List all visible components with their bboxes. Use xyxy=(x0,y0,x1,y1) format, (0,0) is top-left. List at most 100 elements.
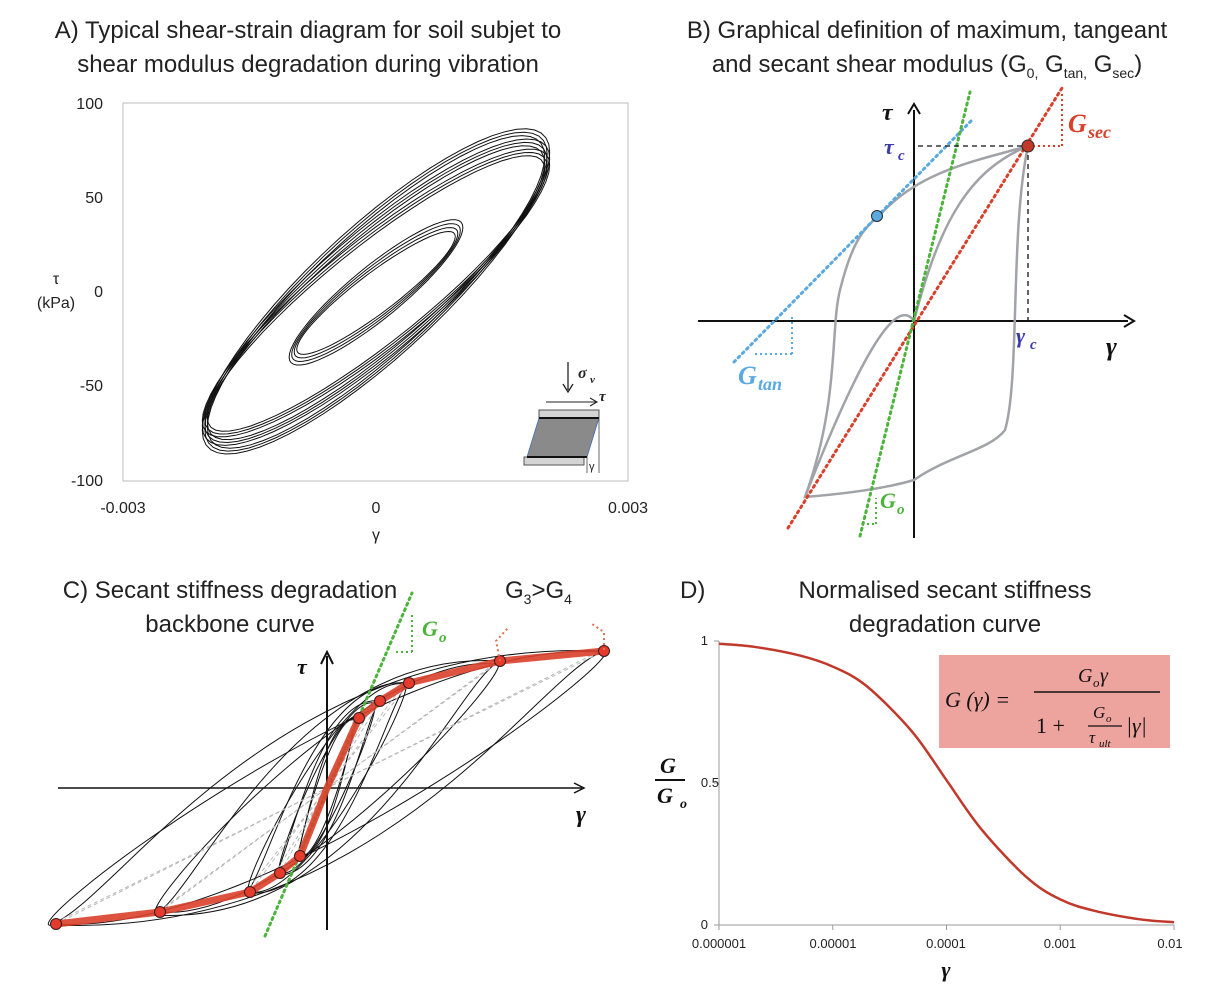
panel-d-xlabel: γ xyxy=(941,957,951,982)
inset-gamma-label: γ xyxy=(589,461,595,473)
backbone-marker xyxy=(154,906,166,918)
g-o-symbol: G xyxy=(880,488,896,513)
panel-d-ylabel-denominator: G xyxy=(657,783,673,808)
secant-line xyxy=(153,660,501,916)
panel-b-diagram: τ τ c γ c γ G sec G tan G o xyxy=(698,86,1136,538)
g3-bracket xyxy=(494,627,509,662)
panel-a-ytick: 0 xyxy=(94,284,103,301)
panel-b-title-text: and secant shear modulus (G xyxy=(711,51,1027,78)
panel-a-title-line1: A) Typical shear-strain diagram for soil… xyxy=(54,17,562,44)
panel-d-ylabel-numerator: G xyxy=(660,753,676,778)
tangent-modulus-line xyxy=(732,118,974,364)
g4-bracket xyxy=(591,623,605,650)
hysteresis-loop xyxy=(204,151,548,435)
panel-a-loops xyxy=(201,128,551,455)
initial-modulus-line xyxy=(858,90,972,538)
panel-b-gamma-label: γ xyxy=(1106,332,1117,361)
degradation-curve xyxy=(718,642,1175,924)
panel-d-chart: 1 0.5 0 0.000001 0.00001 0.0001 0.001 0.… xyxy=(655,633,1183,982)
tau-c-symbol: τ xyxy=(884,134,895,159)
secant-point-marker xyxy=(1021,139,1035,153)
panel-c-markers xyxy=(50,645,610,930)
backbone-curve xyxy=(52,647,608,928)
backbone-marker xyxy=(50,918,62,930)
formula: G (γ) = G o γ 1 + G o τ ult |γ| xyxy=(945,665,1160,750)
panel-a-title-line2: shear modulus degradation during vibrati… xyxy=(77,51,539,78)
hysteresis-loop xyxy=(206,155,546,432)
panel-d-title-line2: Normalised secant stiffness xyxy=(798,577,1092,604)
g-tan-symbol: G xyxy=(738,361,757,390)
panel-d-xtick: 0.00001 xyxy=(810,936,857,951)
panel-d-xtick: 0.0001 xyxy=(926,936,966,951)
gamma-c-symbol: γ xyxy=(1016,323,1026,348)
tau-c-sub: c xyxy=(898,148,905,164)
formula-den-tail: |γ| xyxy=(1126,713,1147,738)
inset-sigma-sub: v xyxy=(590,374,595,386)
panel-b-title-sub2: sec xyxy=(1112,64,1135,81)
panel-d-xtick: 0.000001 xyxy=(692,936,746,951)
panel-c-diagram: τ γ G o xyxy=(47,591,610,938)
panel-c-g-o-sub: o xyxy=(439,630,447,646)
hysteresis-loop xyxy=(206,135,546,449)
panel-b-title-sub0: 0, xyxy=(1026,64,1039,81)
panel-b-title-line1: B) Graphical definition of maximum, tang… xyxy=(686,17,1168,44)
panel-b-backbone-right xyxy=(912,144,1029,322)
panel-d-xtick: 0.001 xyxy=(1044,936,1077,951)
ratio-g: G xyxy=(505,577,524,604)
hysteresis-loop xyxy=(293,227,459,359)
backbone-marker xyxy=(244,886,256,898)
panel-d-xtick: 0.01 xyxy=(1157,936,1182,951)
panel-d-title-line3: degradation curve xyxy=(848,611,1042,638)
hysteresis-loop xyxy=(204,141,548,444)
panel-c-g-o-symbol: G xyxy=(422,616,438,641)
panel-b-title-sub1: tan, xyxy=(1063,64,1088,81)
panel-b-title-line2: and secant shear modulus (G0, Gtan, Gsec… xyxy=(640,48,1214,90)
panel-d-ytick: 0 xyxy=(701,917,708,932)
panel-d-ytick: 1 xyxy=(701,633,708,648)
secant-modulus-line xyxy=(786,86,1064,530)
ratio-sub2: 4 xyxy=(564,590,572,607)
gamma-c-sub: c xyxy=(1030,337,1037,353)
panel-b-title-mid2: G xyxy=(1087,51,1113,78)
panel-a-ytick: 50 xyxy=(85,190,103,207)
panel-c-tau-label: τ xyxy=(297,654,308,679)
backbone-marker xyxy=(374,695,386,707)
panel-a-ylabel-unit: (kPa) xyxy=(37,295,75,312)
formula-num-g: G xyxy=(1078,665,1093,687)
g-sec-symbol: G xyxy=(1068,109,1087,138)
formula-num-tail: γ xyxy=(1100,665,1109,687)
panel-b-tau-label: τ xyxy=(882,100,894,126)
shear-box-inset: σ v τ γ xyxy=(523,362,607,473)
backbone-marker xyxy=(294,850,306,862)
panel-c-gamma-label: γ xyxy=(576,802,586,828)
panel-a-xtick: 0 xyxy=(372,500,381,517)
backbone-marker xyxy=(598,645,610,657)
panel-b-title: B) Graphical definition of maximum, tang… xyxy=(640,14,1214,90)
hysteresis-loop xyxy=(201,128,551,455)
panel-a-title: A) Typical shear-strain diagram for soil… xyxy=(18,14,598,82)
formula-frac-num: G xyxy=(1093,703,1105,722)
formula-box xyxy=(939,655,1170,748)
panel-a-ytick: -50 xyxy=(80,378,103,395)
panel-a-xlabel: γ xyxy=(372,527,380,544)
hysteresis-loop xyxy=(206,145,546,441)
backbone-marker xyxy=(353,712,365,724)
formula-lhs: G (γ) = xyxy=(945,687,1010,712)
secant-line xyxy=(159,663,495,913)
panel-b-backbone-left xyxy=(803,313,916,498)
panel-a-plot-frame xyxy=(122,102,629,482)
panel-d-label: D) xyxy=(680,577,706,604)
panel-d-title: Normalised secant stiffness degradation … xyxy=(750,574,1140,642)
ratio-mid: >G xyxy=(531,577,565,604)
formula-frac-den: τ xyxy=(1089,728,1096,747)
inset-sigma-symbol: σ xyxy=(578,365,587,382)
secant-line xyxy=(279,702,375,874)
ratio-sub1: 3 xyxy=(523,590,532,607)
panel-a-ytick: -100 xyxy=(71,473,103,490)
hysteresis-loop xyxy=(291,223,461,363)
panel-d-ylabel-den-sub: o xyxy=(680,797,687,812)
inset-tau-symbol: τ xyxy=(599,389,607,405)
panel-a-chart: 100 50 0 -50 -100 -0.003 0 0.003 γ τ (kP… xyxy=(37,96,648,544)
hysteresis-loop xyxy=(204,131,548,452)
